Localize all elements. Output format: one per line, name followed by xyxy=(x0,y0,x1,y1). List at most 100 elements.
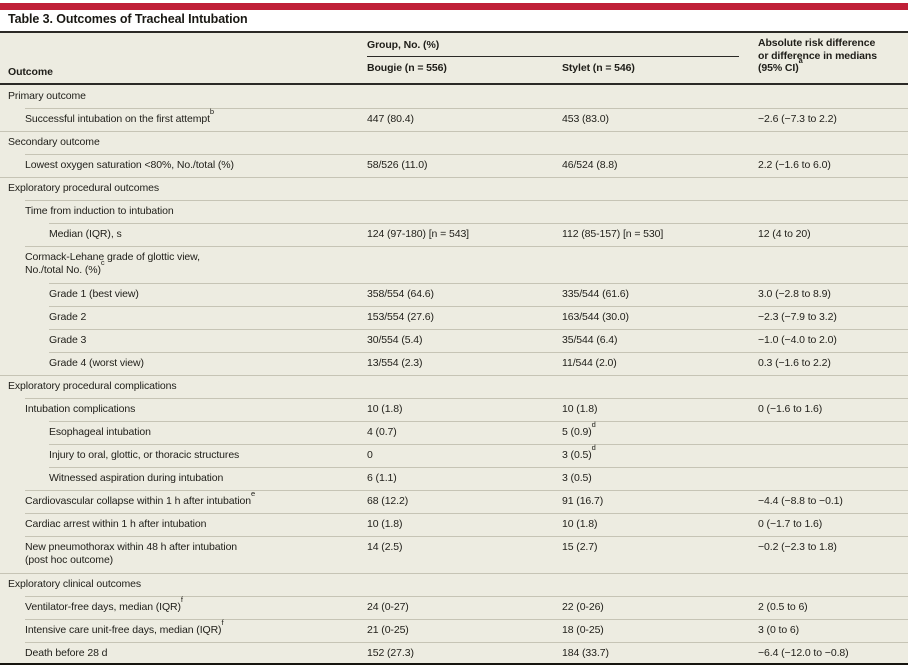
cell-risk-difference xyxy=(758,246,908,283)
cell-stylet: 112 (85-157) [n = 530] xyxy=(562,223,758,246)
table-row: Successful intubation on the first attem… xyxy=(0,108,908,131)
row-label: Grade 3 xyxy=(0,329,367,352)
risk-difference-value: −2.6 (−7.3 to 2.2) xyxy=(758,113,837,125)
row-label: Intensive care unit-free days, median (I… xyxy=(0,619,367,642)
row-label: Witnessed aspiration during intubation xyxy=(0,467,367,490)
row-label: Time from induction to intubation xyxy=(0,200,367,223)
section-label: Primary outcome xyxy=(8,90,86,102)
bougie-value: 24 (0-27) xyxy=(367,601,409,613)
table-row: New pneumothorax within 48 h after intub… xyxy=(0,536,908,573)
row-label-text: Time from induction to intubation xyxy=(25,205,174,217)
bougie-value: 21 (0-25) xyxy=(367,624,409,636)
row-label: Grade 4 (worst view) xyxy=(0,352,367,375)
risk-difference-header-line1: Absolute risk difference xyxy=(758,37,876,49)
column-header-bougie: Bougie (n = 556) xyxy=(367,62,447,74)
cell-bougie: 4 (0.7) xyxy=(367,421,562,444)
cell-risk-difference: −4.4 (−8.8 to −0.1) xyxy=(758,490,908,513)
cell-stylet xyxy=(562,200,758,223)
risk-difference-value: 0.3 (−1.6 to 2.2) xyxy=(758,357,831,369)
risk-difference-value: −6.4 (−12.0 to −0.8) xyxy=(758,647,849,659)
table-body: Primary outcome Successful intubation on… xyxy=(0,85,908,663)
section-row: Primary outcome xyxy=(0,85,908,108)
row-label: Ventilator-free days, median (IQR)f xyxy=(0,596,367,619)
stylet-value: 18 (0-25) xyxy=(562,624,604,636)
row-label: Injury to oral, glottic, or thoracic str… xyxy=(0,444,367,467)
bougie-value: 6 (1.1) xyxy=(367,472,397,484)
table-row: Injury to oral, glottic, or thoracic str… xyxy=(0,444,908,467)
bougie-value: 153/554 (27.6) xyxy=(367,311,434,323)
table-row: Grade 3 30/554 (5.4) 35/544 (6.4) −1.0 (… xyxy=(0,329,908,352)
cell-bougie: 153/554 (27.6) xyxy=(367,306,562,329)
section-label: Exploratory procedural complications xyxy=(8,380,177,392)
risk-difference-value: 2.2 (−1.6 to 6.0) xyxy=(758,159,831,171)
table-row: Intensive care unit-free days, median (I… xyxy=(0,619,908,642)
risk-difference-value: 3 (0 to 6) xyxy=(758,624,800,636)
outcomes-table: Outcome Group, No. (%) Bougie (n = 556) … xyxy=(0,31,908,665)
row-label: Esophageal intubation xyxy=(0,421,367,444)
table-row: Cardiovascular collapse within 1 h after… xyxy=(0,490,908,513)
bougie-value: 358/554 (64.6) xyxy=(367,288,434,300)
bougie-value: 447 (80.4) xyxy=(367,113,414,125)
footnote-marker: d xyxy=(591,420,596,429)
cell-stylet: 335/544 (61.6) xyxy=(562,283,758,306)
footnote-marker: c xyxy=(100,257,105,267)
risk-difference-value: −4.4 (−8.8 to −0.1) xyxy=(758,495,843,507)
cell-risk-difference: 3 (0 to 6) xyxy=(758,619,908,642)
cell-bougie: 358/554 (64.6) xyxy=(367,283,562,306)
bougie-value: 13/554 (2.3) xyxy=(367,357,423,369)
risk-difference-value: 12 (4 to 20) xyxy=(758,228,811,240)
cell-bougie: 58/526 (11.0) xyxy=(367,154,562,177)
cell-stylet: 15 (2.7) xyxy=(562,536,758,573)
cell-stylet: 163/544 (30.0) xyxy=(562,306,758,329)
row-label-text: New pneumothorax within 48 h after intub… xyxy=(25,541,238,566)
row-label: New pneumothorax within 48 h after intub… xyxy=(0,536,367,573)
risk-difference-value: 2 (0.5 to 6) xyxy=(758,601,808,613)
stylet-value: 11/544 (2.0) xyxy=(562,357,617,369)
row-label: Grade 1 (best view) xyxy=(0,283,367,306)
row-label: Intubation complications xyxy=(0,398,367,421)
table-row: Death before 28 d 152 (27.3) 184 (33.7) … xyxy=(0,642,908,663)
cell-risk-difference: −2.6 (−7.3 to 2.2) xyxy=(758,108,908,131)
cell-risk-difference: 2 (0.5 to 6) xyxy=(758,596,908,619)
footnote-marker: b xyxy=(209,107,215,116)
cell-stylet xyxy=(562,246,758,283)
bougie-value: 30/554 (5.4) xyxy=(367,334,423,346)
row-label: Cardiovascular collapse within 1 h after… xyxy=(0,490,367,513)
row-label-text: Cardiovascular collapse within 1 h after… xyxy=(25,495,252,507)
bougie-value: 124 (97-180) [n = 543] xyxy=(367,228,470,240)
section-row: Exploratory procedural outcomes xyxy=(0,177,908,200)
footnote-marker: e xyxy=(251,489,256,498)
table-row: Witnessed aspiration during intubation 6… xyxy=(0,467,908,490)
bougie-value: 14 (2.5) xyxy=(367,541,403,553)
section-row: Exploratory clinical outcomes xyxy=(0,573,908,596)
section-row: Exploratory procedural complications xyxy=(0,375,908,398)
footnote-marker: f xyxy=(221,618,224,627)
stylet-value: 112 (85-157) [n = 530] xyxy=(562,228,664,240)
bougie-value: 10 (1.8) xyxy=(367,403,403,415)
cell-risk-difference xyxy=(758,200,908,223)
cell-risk-difference: 0.3 (−1.6 to 2.2) xyxy=(758,352,908,375)
table-row: Grade 1 (best view) 358/554 (64.6) 335/5… xyxy=(0,283,908,306)
stylet-value: 22 (0-26) xyxy=(562,601,604,613)
cell-bougie: 21 (0-25) xyxy=(367,619,562,642)
cell-bougie: 13/554 (2.3) xyxy=(367,352,562,375)
cell-stylet: 91 (16.7) xyxy=(562,490,758,513)
cell-risk-difference: −1.0 (−4.0 to 2.0) xyxy=(758,329,908,352)
cell-stylet: 5 (0.9)d xyxy=(562,421,758,444)
cell-stylet: 3 (0.5)d xyxy=(562,444,758,467)
risk-difference-header-line2: or difference in medians xyxy=(758,49,877,62)
row-label: Successful intubation on the first attem… xyxy=(0,108,367,131)
row-label-text: Cormack-Lehane grade of glottic view, No… xyxy=(25,251,200,276)
cell-stylet: 46/524 (8.8) xyxy=(562,154,758,177)
row-label-text: Death before 28 d xyxy=(25,647,108,659)
section-row: Secondary outcome xyxy=(0,131,908,154)
cell-bougie: 30/554 (5.4) xyxy=(367,329,562,352)
group-spanner-header: Group, No. (%) xyxy=(367,39,739,57)
cell-risk-difference: 2.2 (−1.6 to 6.0) xyxy=(758,154,908,177)
cell-bougie: 124 (97-180) [n = 543] xyxy=(367,223,562,246)
row-label-text: Lowest oxygen saturation <80%, No./total… xyxy=(25,159,234,171)
cell-bougie xyxy=(367,200,562,223)
row-label: Death before 28 d xyxy=(0,642,367,663)
risk-difference-value: −0.2 (−2.3 to 1.8) xyxy=(758,541,837,553)
